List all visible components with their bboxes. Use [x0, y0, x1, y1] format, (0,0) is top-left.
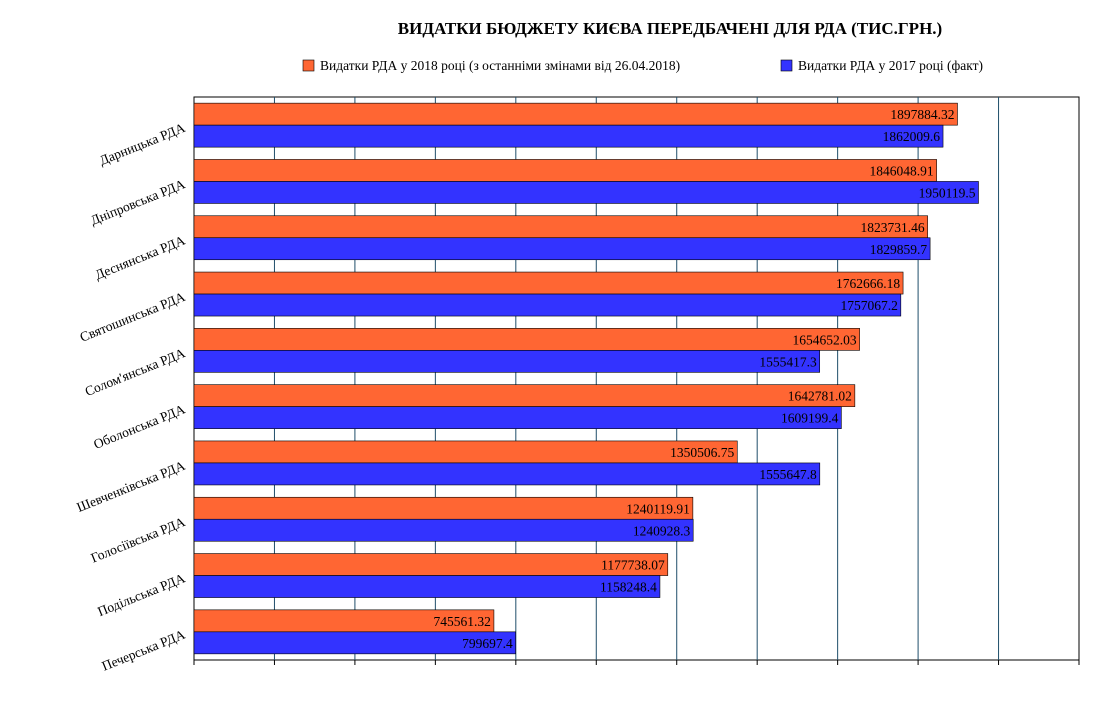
bars — [193, 102, 979, 655]
category-label: Святошинська РДА — [78, 289, 188, 345]
bar-2018 — [193, 496, 694, 520]
category-label: Дніпровська РДА — [88, 176, 187, 228]
bar-2017 — [193, 181, 979, 204]
value-label-2017: 1609199.4 — [781, 411, 839, 426]
bar-2017 — [193, 518, 694, 542]
category-label: Оболонська РДА — [91, 401, 187, 451]
bar-2018 — [193, 215, 928, 239]
bar-2018 — [193, 328, 860, 351]
value-label-2017: 1158248.4 — [600, 580, 657, 595]
value-label-2018: 1846048.91 — [869, 163, 933, 178]
value-label-2018: 1654652.03 — [792, 332, 856, 347]
value-label-2018: 1897884.32 — [890, 107, 954, 122]
bar-2018 — [193, 159, 937, 182]
category-label: Дарницька РДА — [97, 120, 187, 168]
value-label-2017: 1829859.7 — [870, 242, 928, 257]
value-label-2017: 799697.4 — [462, 636, 513, 651]
category-label: Шевченківська РДА — [75, 458, 188, 515]
bar-2017 — [193, 124, 944, 148]
bar-2017 — [193, 462, 821, 486]
legend: Видатки РДА у 2018 році (з останніми змі… — [302, 58, 983, 73]
bar-2018 — [193, 553, 669, 576]
category-label: Печерська РДА — [100, 627, 188, 674]
bar-2018 — [193, 440, 738, 464]
bar-2018 — [193, 102, 958, 126]
chart-title: ВИДАТКИ БЮДЖЕТУ КИЄВА ПЕРЕДБАЧЕНІ ДЛЯ РД… — [398, 19, 942, 38]
category-label: Голосіївська РДА — [89, 514, 188, 566]
bar-2018 — [193, 384, 856, 407]
plot-area — [193, 96, 1080, 661]
value-label-2017: 1555417.3 — [759, 354, 817, 369]
category-label: Деснянська РДА — [93, 233, 188, 283]
bar-2017 — [193, 575, 661, 598]
value-label-2018: 1762666.18 — [836, 276, 900, 291]
value-label-2018: 1823731.46 — [861, 220, 925, 235]
value-label-2018: 1642781.02 — [788, 389, 852, 404]
legend-label-2018: Видатки РДА у 2018 році (з останніми змі… — [320, 58, 680, 73]
value-label-2017: 1555647.8 — [759, 467, 817, 482]
bar-2018 — [193, 271, 904, 295]
legend-label-2017: Видатки РДА у 2017 році (факт) — [798, 58, 983, 73]
bar-2017 — [193, 293, 902, 317]
value-labels: 1897884.32 1862009.6 1846048.91 1950119.5 18… — [434, 107, 976, 651]
value-label-2017: 1862009.6 — [883, 129, 941, 144]
value-label-2018: 1350506.75 — [670, 445, 734, 460]
value-label-2018: 1240119.91 — [626, 501, 690, 516]
legend-swatch-2018 — [302, 59, 315, 72]
value-label-2018: 745561.32 — [434, 614, 491, 629]
bar-2017 — [193, 406, 842, 429]
category-label: Подільська РДА — [95, 570, 187, 619]
bar-2017 — [193, 237, 931, 261]
bar-2017 — [193, 631, 516, 655]
value-label-2018: 1177738.07 — [601, 558, 665, 573]
category-label: Солом'янська РДА — [83, 345, 188, 399]
axis-ticks — [193, 660, 1080, 665]
legend-swatch-2017 — [780, 59, 793, 72]
value-label-2017: 1240928.3 — [633, 523, 691, 538]
value-label-2017: 1757067.2 — [840, 298, 897, 313]
bar-2017 — [193, 350, 821, 373]
value-label-2017: 1950119.5 — [919, 185, 976, 200]
